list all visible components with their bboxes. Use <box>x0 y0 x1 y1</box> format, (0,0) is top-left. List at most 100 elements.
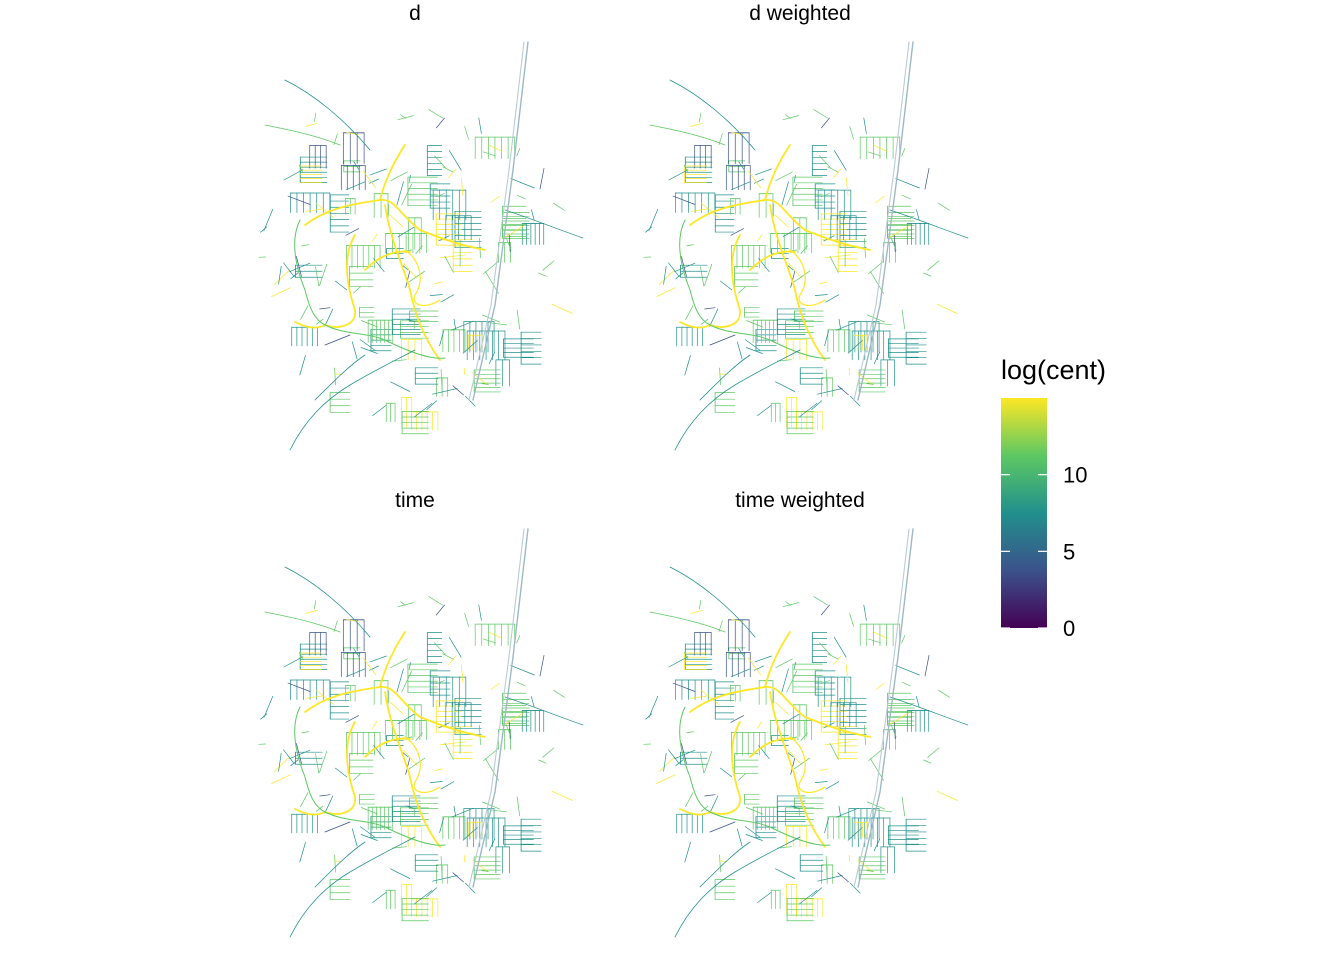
road-segment <box>401 670 412 693</box>
road-segment <box>413 403 433 418</box>
road-segment <box>284 79 371 151</box>
road-segment <box>324 821 351 833</box>
road-segment <box>369 665 379 671</box>
road-segment <box>866 314 886 323</box>
road-segment <box>873 631 888 639</box>
road-segment <box>774 701 789 715</box>
road-segment <box>353 286 361 294</box>
road-segment <box>516 635 521 644</box>
road-segment <box>938 689 950 698</box>
road-segment <box>429 781 443 783</box>
road-segment <box>436 117 445 129</box>
road-segment <box>744 339 761 351</box>
road-segment <box>663 752 667 772</box>
road-segment <box>359 339 376 351</box>
facet-panel-time: time <box>258 489 584 938</box>
road-segment <box>916 209 920 221</box>
road-segment <box>686 731 694 734</box>
road-segment <box>478 117 482 134</box>
road-segment <box>450 807 474 818</box>
road-segment <box>679 321 711 329</box>
road-segment <box>397 713 415 725</box>
road-segment <box>464 126 469 140</box>
road-segment <box>448 637 462 658</box>
road-segment <box>516 148 521 157</box>
road-segment <box>847 340 863 354</box>
road-segment <box>369 655 387 663</box>
road-segment <box>936 790 958 801</box>
road-segment <box>505 236 512 251</box>
road-segment <box>704 263 713 287</box>
road-segment <box>405 318 416 322</box>
road-segment <box>488 631 503 639</box>
road-segment <box>335 767 348 778</box>
legend-tick-label: 5 <box>1063 539 1075 564</box>
road-segment <box>353 161 360 171</box>
road-segment <box>390 171 408 181</box>
road-segment <box>873 144 888 152</box>
road-segment <box>271 774 291 784</box>
road-segment <box>396 668 404 693</box>
road-segment <box>345 228 360 236</box>
road-segment <box>845 664 849 684</box>
road-segment <box>294 219 446 359</box>
road-segment <box>754 665 764 671</box>
road-segment <box>274 269 291 285</box>
road-segment <box>648 208 659 231</box>
road-segment <box>294 706 446 846</box>
road-segment <box>679 706 831 846</box>
road-segment <box>787 752 794 758</box>
road-segment <box>531 696 535 708</box>
road-segment <box>481 870 489 872</box>
road-segment <box>283 656 304 668</box>
road-network <box>258 528 584 938</box>
road-segment <box>923 759 932 764</box>
road-segment <box>298 651 304 661</box>
road-segment <box>346 668 366 678</box>
road-segment <box>299 842 306 863</box>
legend: log(cent) 0 5 10 <box>1001 355 1106 641</box>
road-segment <box>745 347 763 354</box>
road-segment <box>419 716 486 738</box>
road-segment <box>360 347 378 354</box>
road-segment <box>409 661 411 669</box>
road-segment <box>838 318 841 330</box>
road-segment <box>645 713 653 720</box>
road-segment <box>819 155 831 168</box>
road-segment <box>271 287 291 297</box>
road-segment <box>838 805 841 817</box>
road-segment <box>924 655 930 677</box>
road-segment <box>689 686 806 718</box>
road-segment <box>263 208 274 231</box>
road-segment <box>684 355 691 376</box>
road-segment <box>835 807 859 818</box>
road-segment <box>764 144 791 201</box>
road-segment <box>668 749 680 765</box>
road-segment <box>360 807 378 815</box>
facet-title: d weighted <box>749 2 851 25</box>
road-segment <box>372 405 387 416</box>
road-segment <box>260 713 268 720</box>
road-segment <box>901 796 906 817</box>
road-segment <box>415 245 423 254</box>
road-segment <box>278 752 282 772</box>
road-segment <box>814 294 828 296</box>
road-segment <box>314 354 366 401</box>
road-segment <box>403 750 418 766</box>
road-segment <box>372 234 378 242</box>
road-segment <box>709 795 719 814</box>
road-segment <box>553 202 565 211</box>
road-segment <box>435 193 445 198</box>
road-segment <box>811 887 823 897</box>
road-segment <box>793 757 811 770</box>
road-segment <box>324 308 334 327</box>
road-segment <box>452 385 464 396</box>
road-segment <box>316 690 334 705</box>
road-segment <box>674 836 801 938</box>
road-segment <box>482 151 496 157</box>
road-segment <box>690 208 709 212</box>
road-segment <box>304 199 421 231</box>
road-segment <box>811 400 823 410</box>
road-segment <box>863 117 867 134</box>
road-segment <box>781 181 789 206</box>
